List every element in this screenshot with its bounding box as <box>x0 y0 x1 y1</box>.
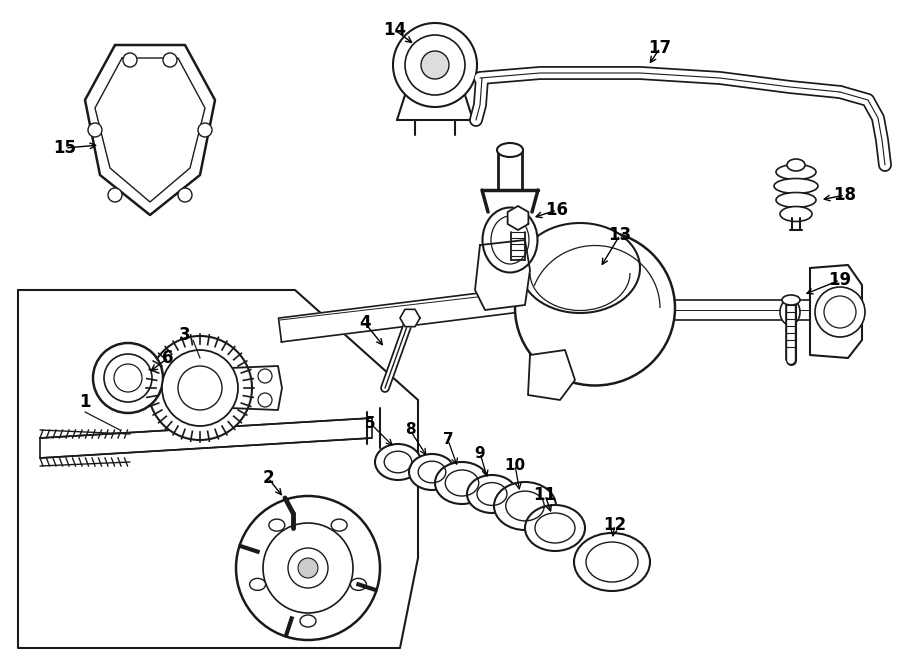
Circle shape <box>148 336 252 440</box>
Ellipse shape <box>525 505 585 551</box>
Ellipse shape <box>482 208 537 272</box>
Ellipse shape <box>782 295 800 305</box>
Ellipse shape <box>497 143 523 157</box>
Polygon shape <box>40 418 372 458</box>
Ellipse shape <box>435 462 489 504</box>
Circle shape <box>815 287 865 337</box>
Text: 15: 15 <box>53 139 76 157</box>
Ellipse shape <box>467 475 517 513</box>
Text: 14: 14 <box>383 21 407 39</box>
Ellipse shape <box>494 482 556 530</box>
Text: 19: 19 <box>828 271 851 289</box>
Ellipse shape <box>787 159 805 171</box>
Circle shape <box>162 350 238 426</box>
Circle shape <box>88 123 102 137</box>
Polygon shape <box>230 366 282 410</box>
Text: 18: 18 <box>833 186 857 204</box>
Text: 4: 4 <box>359 314 371 332</box>
Circle shape <box>108 188 122 202</box>
Circle shape <box>163 53 177 67</box>
Text: 1: 1 <box>79 393 91 411</box>
Ellipse shape <box>774 178 818 194</box>
Circle shape <box>298 558 318 578</box>
Circle shape <box>421 51 449 79</box>
Text: 3: 3 <box>179 326 191 344</box>
Ellipse shape <box>375 444 421 480</box>
Circle shape <box>198 123 212 137</box>
Text: 13: 13 <box>608 226 632 244</box>
Ellipse shape <box>409 454 455 490</box>
Ellipse shape <box>520 223 640 313</box>
Ellipse shape <box>269 519 284 531</box>
Polygon shape <box>650 300 820 320</box>
Text: 9: 9 <box>474 446 485 461</box>
Ellipse shape <box>249 578 266 590</box>
Polygon shape <box>400 309 420 327</box>
Text: 8: 8 <box>405 422 415 438</box>
Ellipse shape <box>574 533 650 591</box>
Text: 12: 12 <box>603 516 626 534</box>
Text: 11: 11 <box>534 486 556 504</box>
Text: 5: 5 <box>364 416 375 430</box>
Text: 7: 7 <box>443 432 454 447</box>
Polygon shape <box>508 206 528 230</box>
Circle shape <box>123 53 137 67</box>
Polygon shape <box>475 240 530 310</box>
Circle shape <box>93 343 163 413</box>
Ellipse shape <box>780 299 800 325</box>
Ellipse shape <box>331 519 347 531</box>
Polygon shape <box>810 265 862 358</box>
Text: 17: 17 <box>648 39 671 57</box>
Ellipse shape <box>300 615 316 627</box>
Circle shape <box>178 188 192 202</box>
Ellipse shape <box>776 192 816 208</box>
Ellipse shape <box>780 206 812 221</box>
Polygon shape <box>85 45 215 215</box>
Text: 10: 10 <box>504 457 526 473</box>
Circle shape <box>393 23 477 107</box>
Text: 2: 2 <box>262 469 274 487</box>
Ellipse shape <box>350 578 366 590</box>
Polygon shape <box>528 350 575 400</box>
Ellipse shape <box>776 165 816 180</box>
Text: 6: 6 <box>162 349 174 367</box>
Polygon shape <box>278 288 521 342</box>
Circle shape <box>236 496 380 640</box>
Text: 16: 16 <box>545 201 569 219</box>
Ellipse shape <box>515 231 675 385</box>
